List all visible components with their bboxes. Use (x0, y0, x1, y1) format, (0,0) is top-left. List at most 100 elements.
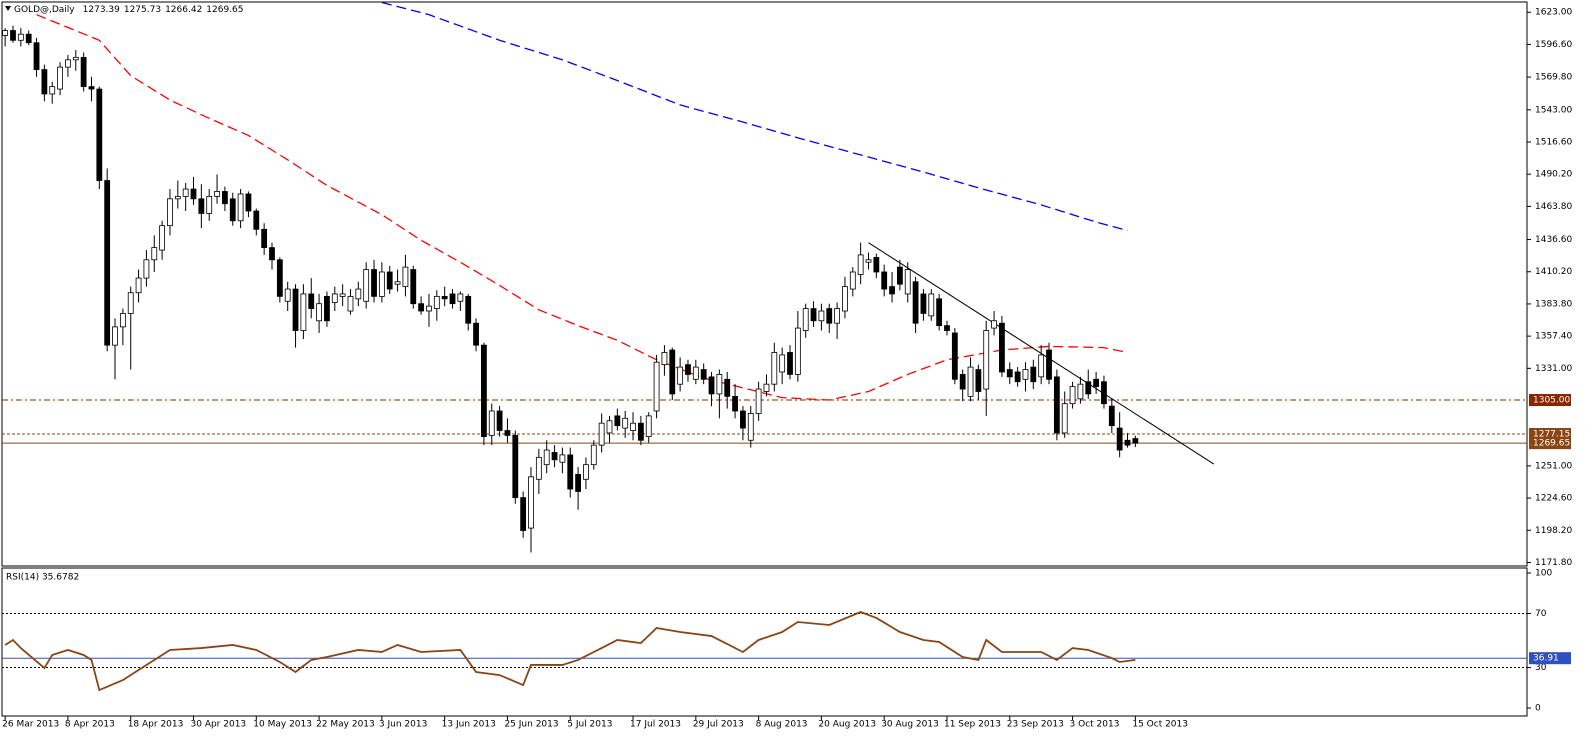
x-tick-label: 29 Jul 2013 (693, 720, 744, 730)
candle-body (504, 430, 511, 436)
price-level-box (1529, 427, 1571, 440)
candle-body (1030, 366, 1037, 383)
candle-body (755, 388, 762, 414)
candle-body (645, 415, 652, 438)
header: GOLD@,Daily 1273.39 1275.73 1266.42 1269.65 (14, 5, 244, 15)
y-tick-label: 0 (1535, 704, 1541, 714)
candle-body (261, 228, 268, 248)
x-tick-label: 17 Jul 2013 (630, 720, 681, 730)
high: 1275.73 (124, 5, 161, 15)
candle-body (182, 188, 189, 197)
candle-body (716, 374, 723, 395)
candle-body (167, 198, 173, 227)
candle-body (331, 293, 338, 303)
candle-body (159, 225, 166, 251)
x-tick-label: 8 Apr 2013 (65, 720, 115, 730)
candle-body (724, 378, 731, 397)
candle-body (363, 269, 370, 302)
candle-body (104, 180, 111, 346)
candle-body (1022, 369, 1029, 380)
y-tick-label: 70 (1535, 609, 1547, 619)
x-tick-label: 5 Jul 2013 (567, 720, 612, 730)
candle-body (692, 366, 699, 380)
candle-body (983, 330, 990, 390)
candle-body (441, 295, 448, 300)
candle-body (575, 474, 581, 492)
candle-body (873, 256, 880, 273)
candle-body (1046, 349, 1052, 380)
y-tick-label: 1516.60 (1535, 137, 1572, 147)
candle-body (991, 320, 997, 329)
y-tick-label: 1596.60 (1535, 40, 1572, 50)
x-tick-label: 3 Jun 2013 (379, 720, 427, 730)
y-tick-label: 1463.80 (1535, 202, 1572, 212)
candle-body (1077, 383, 1084, 400)
price-level-label: 1269.65 (1533, 439, 1570, 449)
candle-body (857, 254, 864, 275)
candle-body (1132, 438, 1139, 444)
candle-body (237, 193, 244, 222)
y-tick-label: 1569.80 (1535, 73, 1572, 83)
candle-body (190, 188, 197, 200)
candle-body (214, 191, 220, 197)
candle-body (849, 271, 856, 290)
candle-body (276, 259, 283, 297)
y-tick-label: 1543.00 (1535, 105, 1572, 115)
candle-body (410, 269, 417, 305)
candle-body (1061, 403, 1068, 434)
rsi-title: RSI(14) 35.6782 (6, 573, 79, 583)
x-tick-label: 22 May 2013 (316, 720, 375, 730)
candle-body (347, 295, 354, 312)
candle-body (316, 303, 322, 322)
rsi-current-label: 36.91 (1533, 654, 1559, 664)
candle-body (1108, 405, 1115, 427)
candle-body (535, 456, 542, 480)
candle-body (1085, 381, 1092, 395)
candle-body (65, 59, 71, 68)
candle-body (520, 497, 527, 531)
candle-body (583, 464, 589, 480)
x-tick-label: 11 Sep 2013 (944, 720, 1001, 730)
rsi-line (4, 611, 1136, 692)
y-tick-label: 1383.80 (1535, 299, 1572, 309)
candle-body (975, 369, 982, 392)
candle-body (269, 247, 275, 261)
y-tick-label: 1490.20 (1535, 170, 1572, 180)
candle-body (1014, 371, 1021, 383)
candle-body (1124, 439, 1131, 446)
close: 1269.65 (206, 5, 243, 15)
candle-body (700, 369, 707, 380)
candle-body (928, 293, 935, 317)
candle-body (96, 88, 103, 181)
candle-body (418, 303, 425, 312)
price-level-box (1529, 394, 1571, 407)
x-tick-label: 30 Aug 2013 (881, 720, 939, 730)
candle-body (834, 308, 841, 324)
y-tick-label: 1410.20 (1535, 267, 1572, 277)
x-tick-label: 10 May 2013 (253, 720, 312, 730)
candle-body (386, 271, 393, 290)
open: 1273.39 (83, 5, 120, 15)
candle-body (151, 247, 158, 261)
candle-body (944, 325, 950, 331)
candle-body (127, 292, 134, 314)
candle-body (355, 288, 362, 300)
candle-body (732, 395, 738, 412)
candle-body (206, 195, 213, 214)
candle-body (747, 413, 754, 441)
candle-body (41, 69, 48, 95)
candle-body (810, 308, 817, 322)
candle-body (763, 383, 770, 392)
candle-body (826, 308, 833, 324)
candle-body (10, 30, 16, 41)
collapse-icon (5, 6, 11, 11)
price-level-box (1529, 437, 1571, 450)
candle-body (402, 266, 409, 288)
candle-body (1053, 376, 1060, 434)
y-tick-label: 1436.60 (1535, 235, 1572, 245)
candle-body (512, 434, 519, 498)
y-tick-label: 1251.00 (1535, 461, 1572, 471)
moving-average (36, 14, 1128, 401)
candle-body (708, 376, 715, 395)
candle-body (559, 454, 566, 463)
